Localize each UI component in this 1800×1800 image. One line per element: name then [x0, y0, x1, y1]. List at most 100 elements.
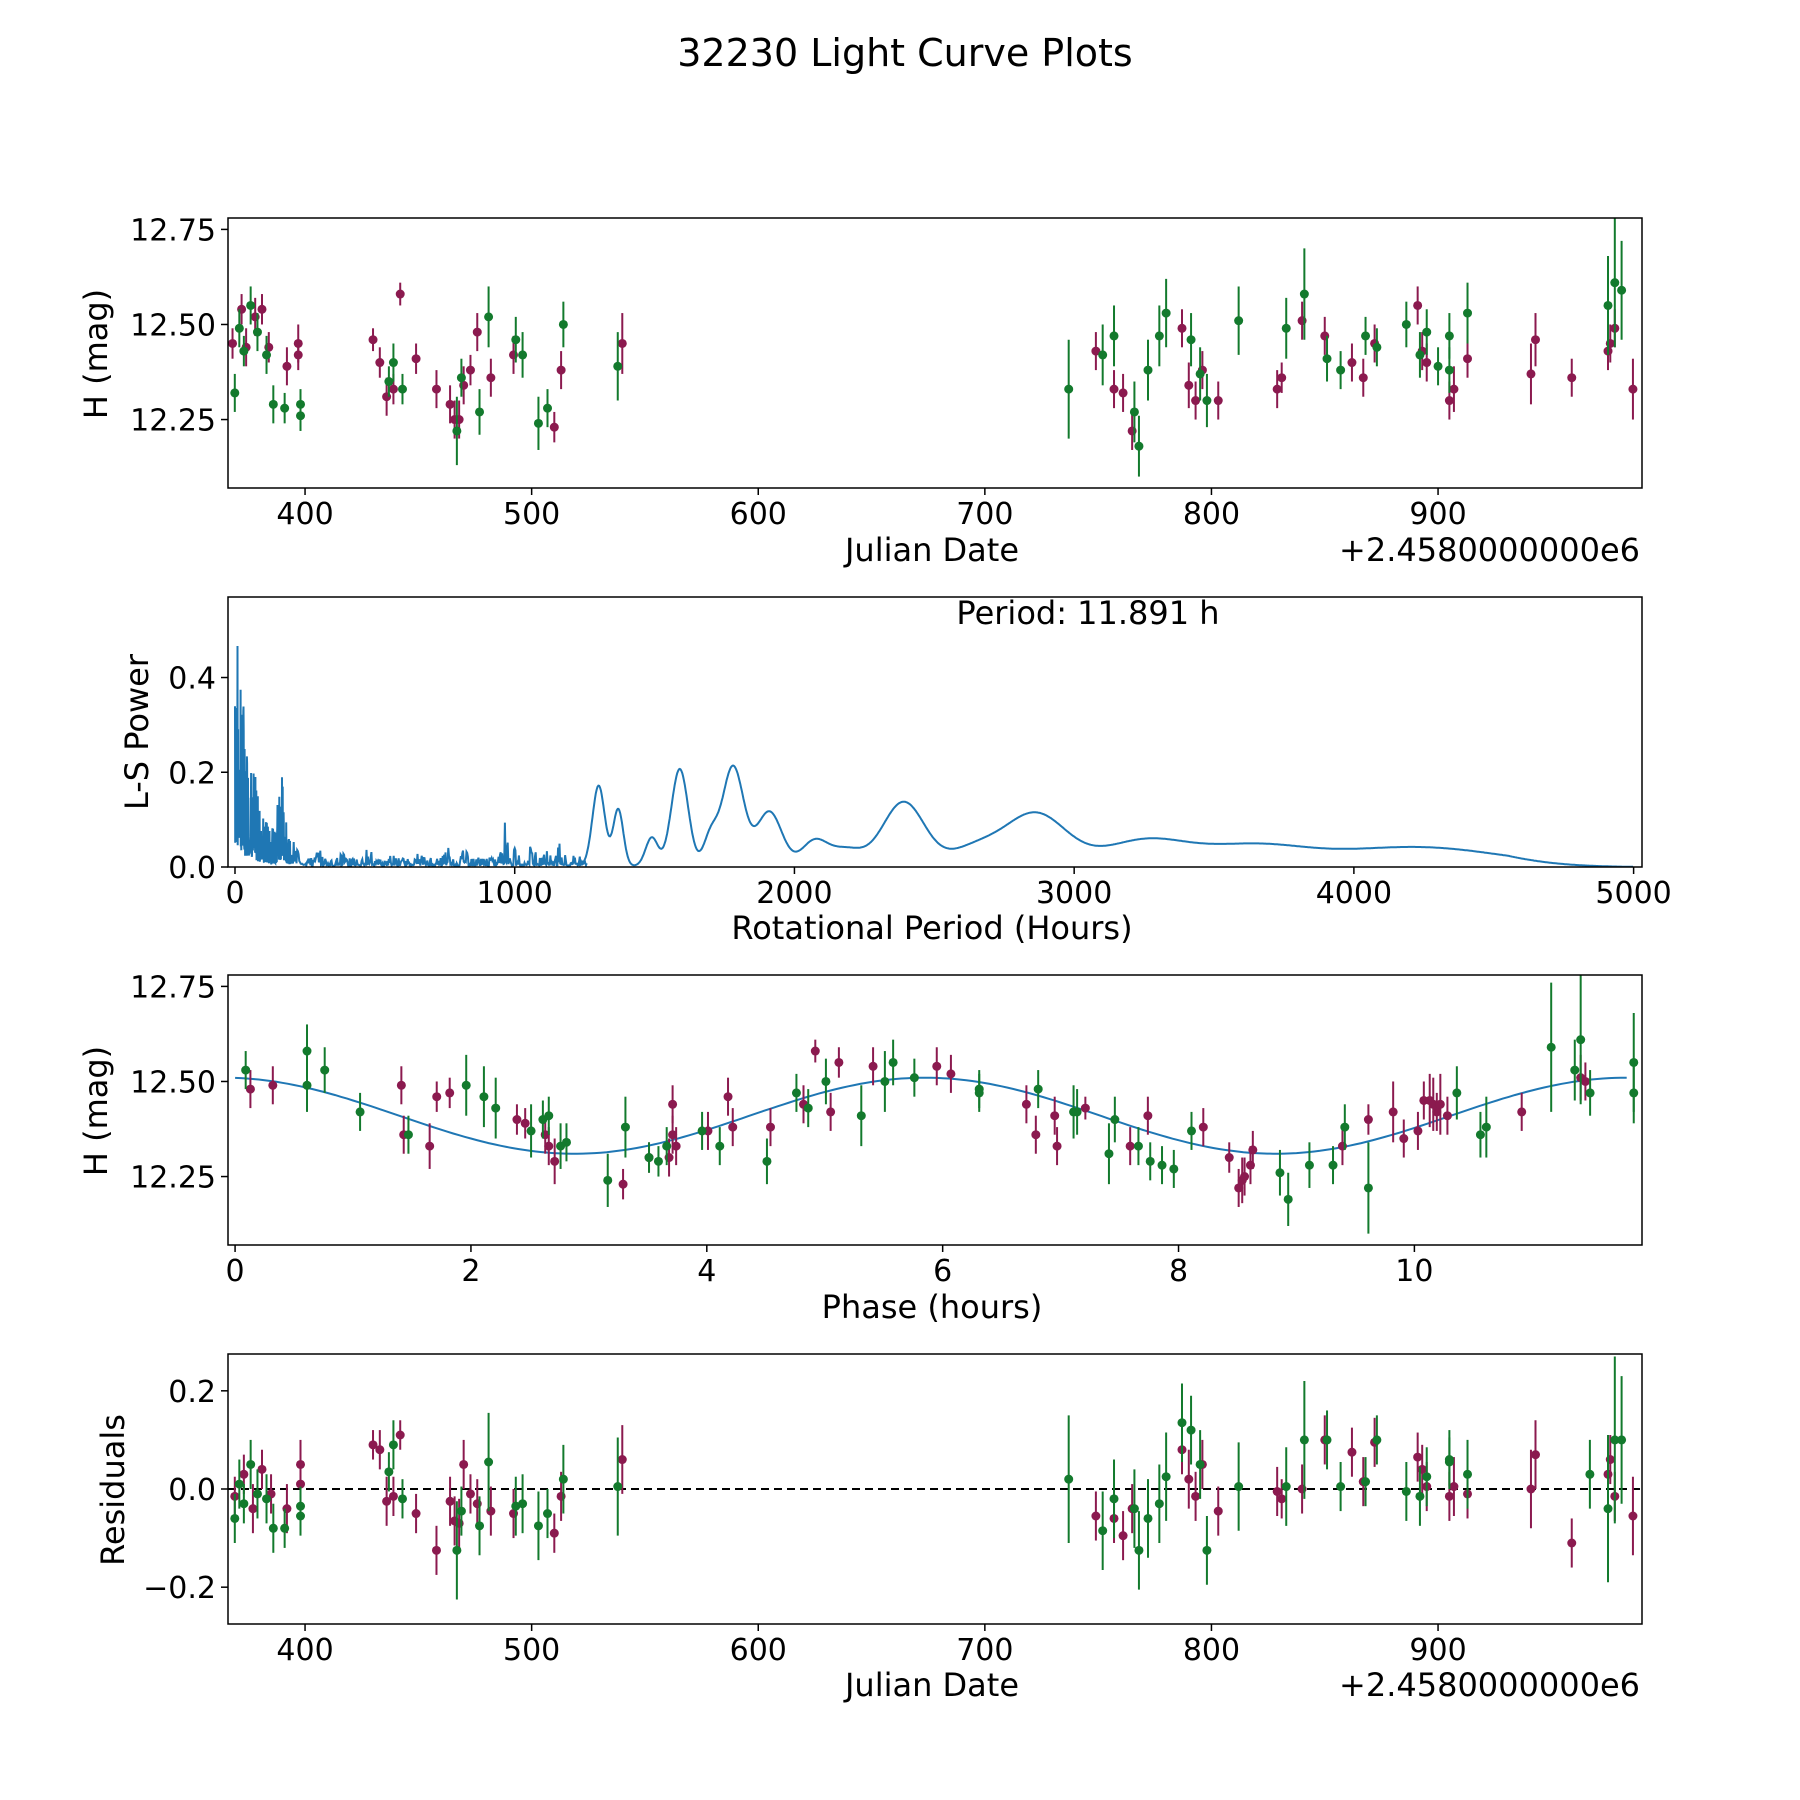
phased-ytick-label: 12.75	[130, 970, 216, 1005]
lightcurve-point-magenta	[411, 354, 421, 364]
phased-fit-layer	[235, 1076, 1627, 1155]
phased-point-green	[403, 1130, 413, 1140]
residuals-point-green	[613, 1482, 623, 1492]
residuals-point-magenta	[445, 1496, 455, 1506]
phased-point-magenta	[1125, 1141, 1135, 1151]
phased-point-green	[1363, 1183, 1373, 1193]
residuals-point-green	[1281, 1482, 1291, 1492]
phased-point-green	[1585, 1088, 1595, 1098]
residuals-point-magenta	[388, 1491, 398, 1501]
phased-point-green	[662, 1141, 672, 1151]
lightcurve-point-green	[1195, 369, 1205, 379]
periodogram-xtick-label: 1000	[477, 876, 553, 911]
phased-point-magenta	[425, 1141, 435, 1151]
residuals-point-magenta	[1277, 1494, 1287, 1504]
phased-point-green	[526, 1126, 536, 1136]
phased-point-magenta	[1413, 1126, 1423, 1136]
residuals-point-magenta	[1347, 1447, 1357, 1457]
phased-point-green	[1304, 1160, 1314, 1170]
residuals-point-magenta	[1449, 1482, 1459, 1492]
lightcurve-ytick-label: 12.25	[130, 404, 216, 439]
residuals-point-green	[1603, 1504, 1613, 1514]
lightcurve-point-magenta	[1463, 354, 1473, 364]
phased-point-magenta	[396, 1080, 406, 1090]
phased-xtick-label: 2	[461, 1254, 480, 1289]
residuals-point-green	[262, 1494, 272, 1504]
phased-xlabel: Phase (hours)	[822, 1288, 1043, 1326]
lightcurve-point-magenta	[465, 365, 475, 375]
lightcurve-point-green	[262, 350, 272, 360]
residuals-point-green	[296, 1501, 306, 1511]
lightcurve-point-green	[1603, 300, 1613, 310]
periodogram-xlabel: Rotational Period (Hours)	[731, 909, 1132, 947]
lightcurve-xtick-label: 500	[503, 497, 560, 532]
lightcurve-point-green	[1433, 361, 1443, 371]
residuals-point-magenta	[549, 1528, 559, 1538]
phased-point-magenta	[268, 1080, 278, 1090]
lightcurve-point-green	[558, 319, 568, 329]
phased-xtick-label: 10	[1395, 1254, 1433, 1289]
residuals-point-magenta	[368, 1440, 378, 1450]
lightcurve-point-green	[1109, 331, 1119, 341]
lightcurve-point-green	[1186, 335, 1196, 345]
residuals-point-green	[230, 1513, 240, 1523]
residuals-axes-frame	[227, 1353, 1643, 1625]
phased-point-green	[320, 1065, 330, 1075]
periodogram-noise-line	[234, 645, 588, 867]
residuals-point-green	[1098, 1526, 1108, 1536]
lightcurve-point-green	[1129, 407, 1139, 417]
periodogram-axes-frame	[227, 596, 1643, 868]
lightcurve-point-magenta	[486, 373, 496, 383]
lightcurve-point-green	[1361, 331, 1371, 341]
lightcurve-point-green	[234, 323, 244, 333]
residuals-point-green	[1134, 1545, 1144, 1555]
residuals-ytick-label: 0.2	[168, 1375, 216, 1410]
phased-point-green	[1328, 1160, 1338, 1170]
phased-point-magenta	[1198, 1122, 1208, 1132]
lightcurve-point-green	[384, 377, 394, 387]
lightcurve-point-magenta	[431, 384, 441, 394]
lightcurve-point-green	[1281, 323, 1291, 333]
lightcurve-points	[228, 218, 1638, 477]
lightcurve-point-magenta	[1191, 396, 1201, 406]
phased-point-green	[1145, 1156, 1155, 1166]
phased-point-magenta	[520, 1118, 530, 1128]
period-annotation: Period: 11.891 h	[956, 594, 1219, 632]
phased-point-magenta	[1363, 1115, 1373, 1125]
phased-point-green	[888, 1057, 898, 1067]
lightcurve-point-green	[1161, 308, 1171, 318]
residuals-point-magenta	[1184, 1474, 1194, 1484]
phased-point-magenta	[826, 1107, 836, 1117]
lightcurve-point-green	[484, 312, 494, 322]
residuals-point-green	[1617, 1435, 1627, 1445]
lightcurve-point-magenta	[293, 338, 303, 348]
lightcurve-point-magenta	[472, 327, 482, 337]
lightcurve-point-green	[1202, 396, 1212, 406]
lightcurve-point-magenta	[1422, 358, 1432, 368]
lightcurve-point-green	[1610, 278, 1620, 288]
residuals-point-magenta	[395, 1430, 405, 1440]
residuals-point-magenta	[1444, 1491, 1454, 1501]
lightcurve-point-green	[1617, 285, 1627, 295]
phased-xtick-label: 0	[226, 1254, 245, 1289]
lightcurve-point-magenta	[1272, 384, 1282, 394]
lightcurve-point-magenta	[228, 338, 238, 348]
phased-point-magenta	[1442, 1111, 1452, 1121]
residuals-point-green	[246, 1459, 256, 1469]
residuals-xtick-label: 800	[1183, 1633, 1240, 1668]
phased-ytick-label: 12.50	[130, 1065, 216, 1100]
periodogram-xtick-label: 4000	[1316, 876, 1392, 911]
lightcurve-xtick-label: 800	[1183, 497, 1240, 532]
residuals-point-magenta	[239, 1469, 249, 1479]
phased-point-green	[644, 1153, 654, 1163]
phased-point-magenta	[1021, 1099, 1031, 1109]
residuals-point-magenta	[375, 1445, 385, 1455]
lightcurve-point-magenta	[1213, 396, 1223, 406]
periodogram-xtick-label: 3000	[1036, 876, 1112, 911]
periodogram-ylabel: L-S Power	[118, 653, 156, 810]
phased-point-green	[909, 1073, 919, 1083]
lightcurve-point-green	[1444, 331, 1454, 341]
lightcurve-point-magenta	[1567, 373, 1577, 383]
residuals-point-magenta	[1272, 1486, 1282, 1496]
